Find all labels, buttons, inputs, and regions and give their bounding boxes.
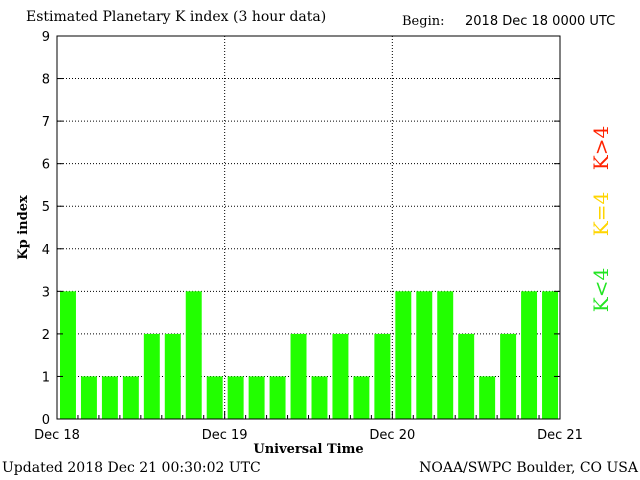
y-tick-label: 0: [42, 413, 50, 428]
kp-bar: [479, 376, 496, 419]
x-axis-label: Universal Time: [253, 442, 363, 457]
kp-bar: [458, 333, 475, 419]
y-tick-label: 5: [42, 200, 50, 215]
x-tick-label: Dec 19: [202, 428, 248, 443]
kp-bar: [80, 376, 97, 419]
y-tick-label: 4: [42, 243, 50, 258]
begin-value: 2018 Dec 18 0000 UTC: [465, 14, 616, 29]
kp-bar: [248, 376, 265, 419]
kp-bar: [311, 376, 328, 419]
x-tick-label: Dec 21: [537, 428, 583, 443]
updated-timestamp: Updated 2018 Dec 21 00:30:02 UTC: [2, 460, 261, 476]
kp-bar: [332, 333, 349, 419]
kp-bar: [416, 291, 433, 419]
kp-bar: [395, 291, 412, 419]
y-tick-label: 9: [42, 30, 50, 45]
y-tick-label: 1: [42, 370, 50, 385]
legend-item: K<4: [589, 268, 613, 312]
y-tick-label: 2: [42, 328, 50, 343]
kp-bar: [185, 291, 202, 419]
kp-bar: [374, 333, 391, 419]
kp-bar: [290, 333, 307, 419]
kp-bar: [437, 291, 454, 419]
kp-bar: [542, 291, 558, 419]
source-credit: NOAA/SWPC Boulder, CO USA: [419, 460, 638, 476]
kp-bar: [206, 376, 223, 419]
kp-bar: [164, 333, 181, 419]
x-tick-label: Dec 20: [369, 428, 415, 443]
kp-bar: [101, 376, 118, 419]
y-tick-label: 8: [42, 73, 50, 88]
kp-bar: [122, 376, 139, 419]
kp-bar: [143, 333, 160, 419]
legend-item: K=4: [589, 192, 613, 236]
x-tick-label: Dec 18: [34, 428, 80, 443]
kp-bar: [227, 376, 244, 419]
y-axis-label: Kp index: [16, 195, 31, 260]
legend-item: K>4: [589, 126, 613, 170]
y-tick-label: 3: [42, 285, 50, 300]
kp-bar: [353, 376, 370, 419]
y-tick-label: 7: [42, 115, 50, 130]
begin-label: Begin:: [402, 14, 445, 29]
kp-bar: [521, 291, 538, 419]
kp-bar: [500, 333, 517, 419]
chart-title: Estimated Planetary K index (3 hour data…: [26, 9, 327, 25]
y-tick-label: 6: [42, 158, 50, 173]
plot-frame: [56, 35, 561, 420]
kp-bar: [269, 376, 286, 419]
kp-bar: [60, 291, 76, 419]
